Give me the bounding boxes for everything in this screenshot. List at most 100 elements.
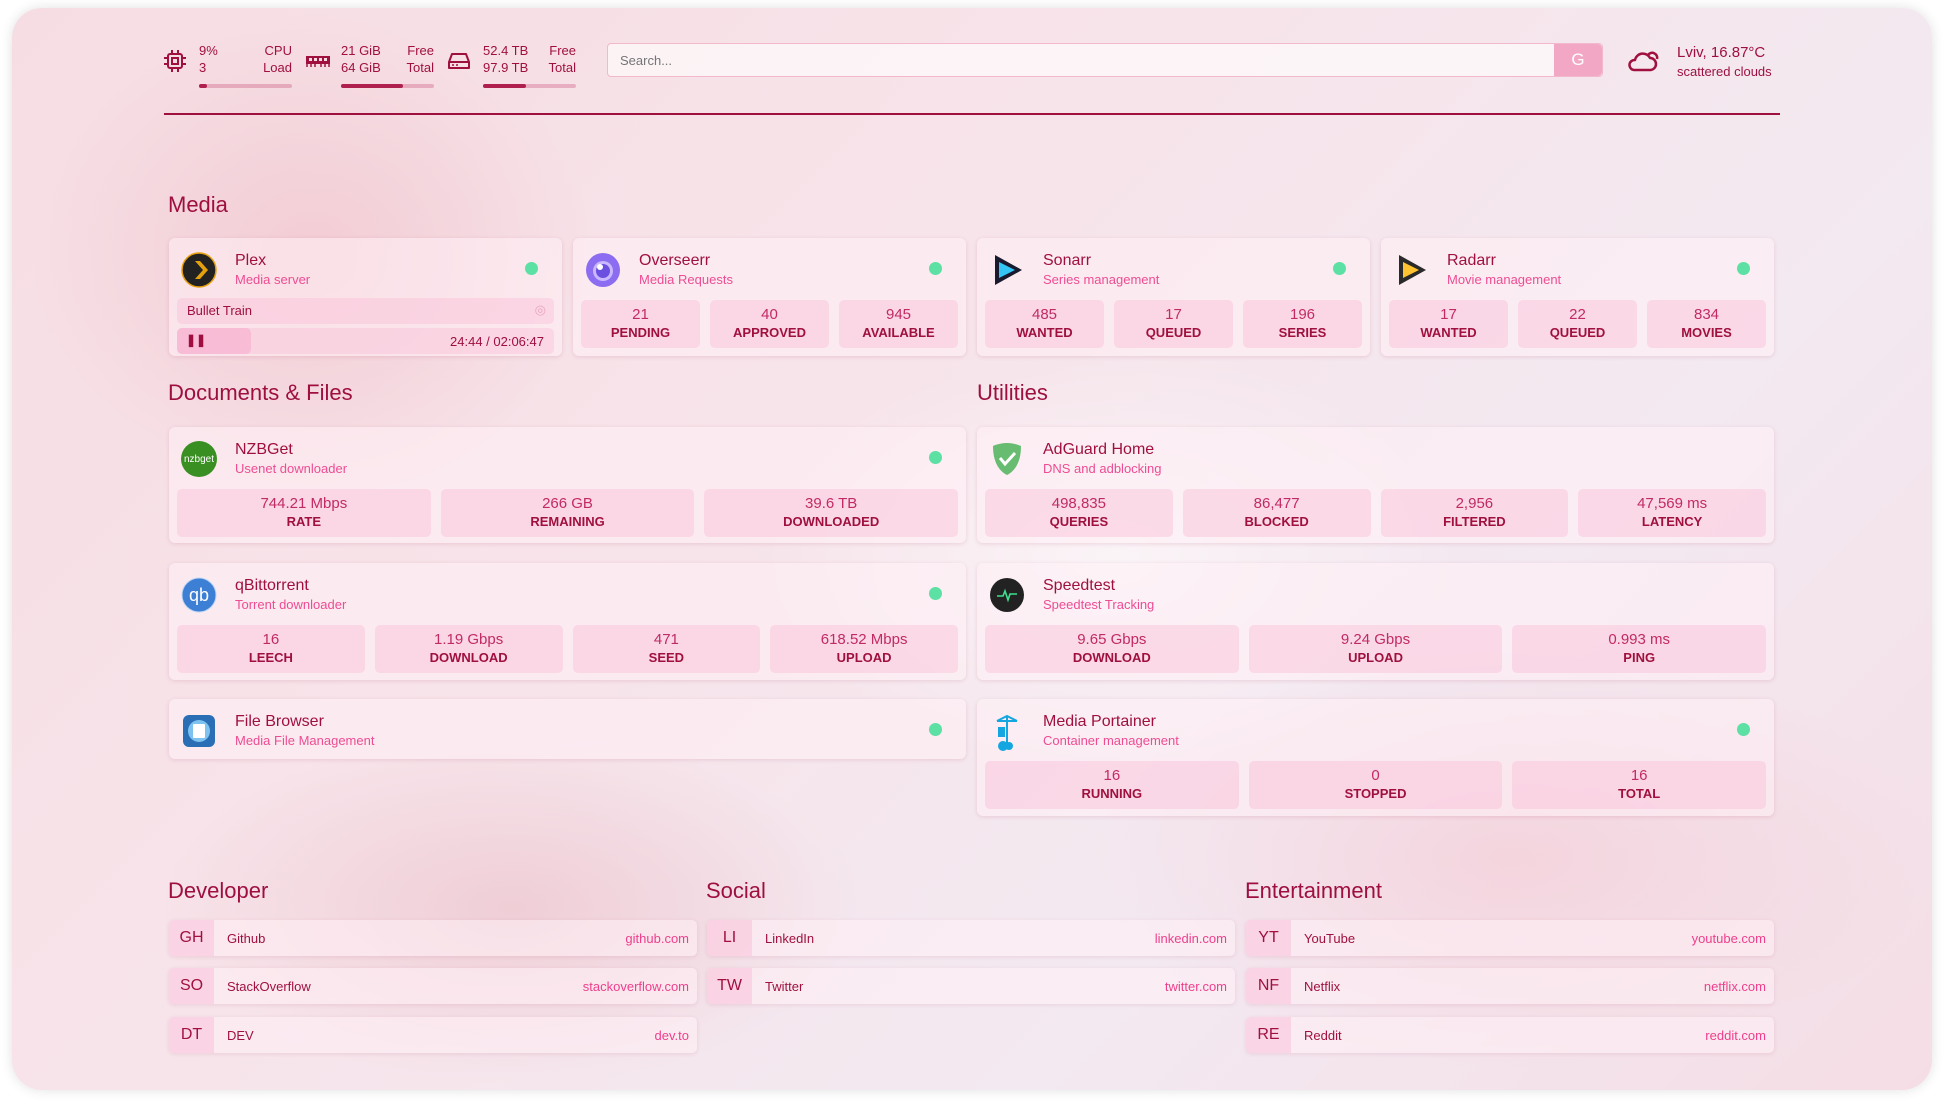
service-name[interactable]: Overseerr — [639, 252, 711, 269]
stat-value: 17 — [1165, 306, 1182, 323]
service-name[interactable]: AdGuard Home — [1043, 441, 1155, 458]
service-card-file-browser[interactable]: File Browser Media File Management — [169, 699, 966, 759]
free-label: Free — [407, 43, 434, 58]
stat-label: SERIES — [1278, 325, 1327, 340]
cpu-load-value: 9% — [199, 43, 218, 58]
header-divider — [164, 113, 1780, 115]
playback-time: 24:44 / 02:06:47 — [450, 334, 544, 349]
adguard-icon — [989, 441, 1025, 477]
memory-icon — [306, 56, 330, 67]
now-playing-title: Bullet Train — [187, 303, 253, 318]
stat-box: 834 MOVIES — [1647, 300, 1766, 348]
service-card-overseerr[interactable]: Overseerr Media Requests 21 PENDING 40 APPRO… — [573, 238, 966, 356]
bookmark-dev[interactable]: DT DEV dev.to — [169, 1017, 697, 1053]
service-name[interactable]: Plex — [235, 252, 267, 269]
section-title-documents: Documents & Files — [168, 380, 353, 405]
stat-value: 39.6 TB — [805, 495, 858, 512]
stat-label: BLOCKED — [1244, 514, 1309, 529]
service-card-radarr[interactable]: Radarr Movie management 17 WANTED 22 QUEUED 8… — [1381, 238, 1774, 356]
stat-box: 196 SERIES — [1243, 300, 1362, 348]
bookmark-abbr: SO — [169, 968, 214, 1004]
stat-value: 86,477 — [1253, 495, 1300, 512]
stat-box: 1.19 Gbps DOWNLOAD — [374, 625, 563, 673]
stat-value: 2,956 — [1455, 495, 1494, 512]
service-name[interactable]: File Browser — [235, 713, 324, 730]
stat-value: 22 — [1569, 306, 1586, 323]
stat-value: 744.21 Mbps — [260, 495, 348, 512]
stat-box: 22 QUEUED — [1518, 300, 1637, 348]
cpu-cores-value: 3 — [199, 60, 207, 75]
bookmark-url: github.com — [625, 930, 689, 946]
stat-label: QUEUED — [1145, 325, 1202, 340]
stat-box: 485 WANTED — [985, 300, 1104, 348]
bookmark-group-title: Developer — [168, 878, 269, 903]
service-card-qbittorrent[interactable]: qb qBittorrent Torrent downloader 16 LEECH… — [169, 563, 966, 680]
stat-box: 0 STOPPED — [1248, 761, 1503, 809]
stat-value: 9.65 Gbps — [1077, 631, 1147, 648]
service-stats: 498,835 QUERIES 86,477 BLOCKED 2,956 FILTERED… — [985, 489, 1766, 537]
service-name[interactable]: Sonarr — [1043, 252, 1092, 269]
bookmark-github[interactable]: GH Github github.com — [169, 920, 697, 956]
bookmark-url: linkedin.com — [1154, 930, 1227, 946]
service-card-plex[interactable]: Plex Media server Bullet Train ◎ ❚❚ 24:44 /… — [169, 238, 562, 356]
bookmark-abbr: YT — [1246, 920, 1291, 956]
stat-label: AVAILABLE — [862, 325, 935, 340]
bookmark-url: reddit.com — [1705, 1027, 1766, 1043]
bookmark-linkedin[interactable]: LI LinkedIn linkedin.com — [707, 920, 1235, 956]
stat-label: PING — [1623, 650, 1656, 665]
search-bar: G — [607, 43, 1603, 77]
service-description: Speedtest Tracking — [1043, 597, 1155, 612]
stat-box: 744.21 Mbps RATE — [177, 489, 431, 537]
stat-value: 485 — [1031, 306, 1058, 323]
dashboard-window: 9% CPU 3 Load 21 GiB Free 64 GiB Total 52.4 … — [12, 8, 1932, 1090]
stat-label: REMAINING — [530, 514, 605, 529]
plex-icon — [181, 252, 217, 288]
portainer-icon — [989, 713, 1025, 751]
service-stats: 744.21 Mbps RATE 266 GB REMAINING 39.6 TB DOW… — [177, 489, 959, 537]
service-description: Movie management — [1447, 272, 1562, 287]
disk-free-value: 52.4 TB — [483, 43, 529, 58]
stat-value: 16 — [262, 631, 280, 648]
service-stats: 21 PENDING 40 APPROVED 945 AVAILABLE — [581, 300, 958, 348]
bookmark-netflix[interactable]: NF Netflix netflix.com — [1246, 968, 1774, 1004]
video-icon: ◎ — [534, 302, 546, 317]
service-name[interactable]: qBittorrent — [235, 577, 309, 594]
service-name[interactable]: Speedtest — [1043, 577, 1116, 594]
stat-box: 266 GB REMAINING — [440, 489, 695, 537]
service-name[interactable]: Media Portainer — [1043, 713, 1156, 730]
weather-condition: scattered clouds — [1677, 64, 1772, 79]
disk-usage-bar — [483, 84, 576, 88]
section-title-utilities: Utilities — [977, 380, 1048, 405]
stat-label: QUEUED — [1549, 325, 1606, 340]
bookmark-stackoverflow[interactable]: SO StackOverflow stackoverflow.com — [169, 968, 697, 1004]
stat-label: TOTAL — [1618, 786, 1661, 801]
stat-label: RATE — [286, 514, 322, 529]
pause-icon[interactable]: ❚❚ — [186, 333, 207, 347]
cpu-usage-bar — [199, 84, 292, 88]
cpu-label: CPU — [264, 43, 292, 58]
service-card-media-portainer[interactable]: Media Portainer Container management 16 RU… — [977, 699, 1774, 816]
service-description: DNS and adblocking — [1043, 461, 1162, 476]
bookmark-reddit[interactable]: RE Reddit reddit.com — [1246, 1017, 1774, 1053]
service-name[interactable]: Radarr — [1447, 252, 1496, 269]
stat-value: 945 — [885, 306, 912, 323]
bookmark-name: YouTube — [1304, 930, 1356, 946]
bookmark-twitter[interactable]: TW Twitter twitter.com — [707, 968, 1235, 1004]
status-online-indicator — [929, 587, 942, 600]
search-input[interactable] — [608, 44, 1554, 76]
stat-label: LEECH — [248, 650, 293, 665]
search-provider-button[interactable]: G — [1554, 44, 1602, 76]
service-card-nzbget[interactable]: nzbget NZBGet Usenet downloader 744.21 Mb… — [169, 427, 966, 543]
bookmark-url: netflix.com — [1703, 978, 1766, 994]
bookmark-url: dev.to — [654, 1027, 689, 1043]
bookmark-name: DEV — [227, 1027, 254, 1043]
stat-value: 17 — [1440, 306, 1457, 323]
service-name[interactable]: NZBGet — [235, 441, 293, 458]
service-card-speedtest[interactable]: Speedtest Speedtest Tracking 9.65 Gbps DOW… — [977, 563, 1774, 680]
service-card-sonarr[interactable]: Sonarr Series management 485 WANTED 17 QUEUE… — [977, 238, 1370, 356]
service-card-adguard-home[interactable]: AdGuard Home DNS and adblocking 498,835 QU… — [977, 427, 1774, 543]
disk-icon — [448, 53, 470, 69]
stat-value: 40 — [761, 306, 778, 323]
stat-value: 47,569 ms — [1637, 495, 1708, 512]
bookmark-youtube[interactable]: YT YouTube youtube.com — [1246, 920, 1774, 956]
